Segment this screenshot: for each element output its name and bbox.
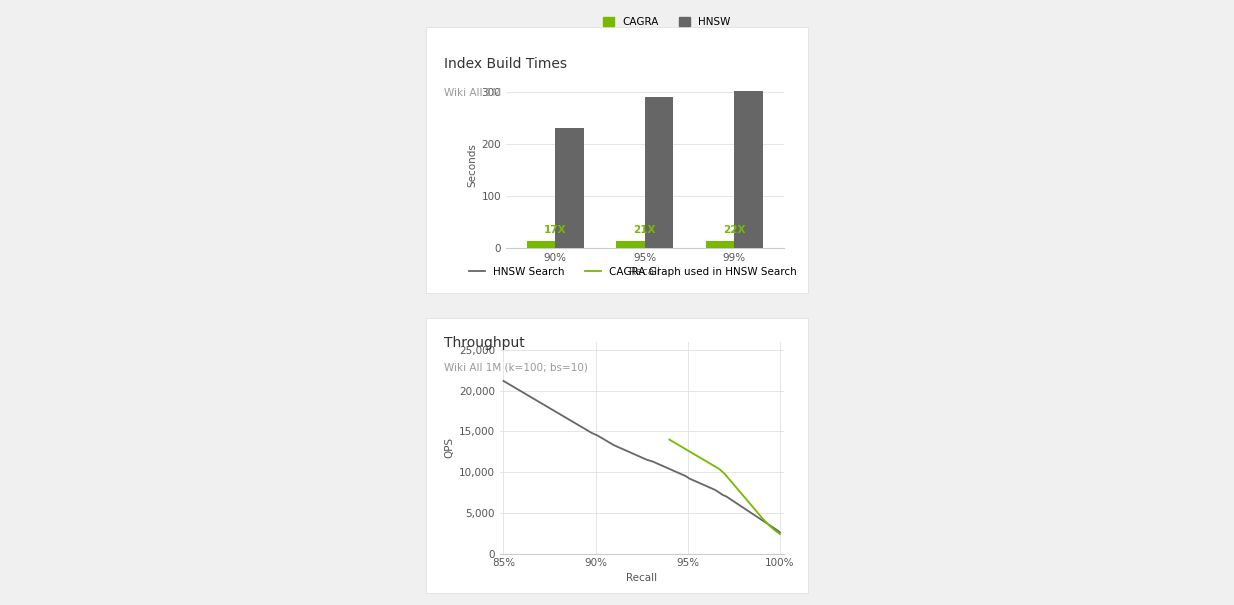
CAGRA Graph used in HNSW Search <box>661 436 676 443</box>
HNSW Search <box>607 442 622 449</box>
HNSW Search <box>579 426 594 433</box>
CAGRA Graph used in HNSW Search <box>768 526 782 534</box>
CAGRA Graph used in HNSW Search <box>684 449 698 456</box>
Text: 17X: 17X <box>544 225 566 235</box>
CAGRA Graph used in HNSW Search <box>695 456 710 463</box>
CAGRA Graph used in HNSW Search <box>750 509 765 517</box>
Text: 22X: 22X <box>723 225 745 235</box>
HNSW Search <box>601 439 616 446</box>
HNSW Search <box>772 529 787 536</box>
X-axis label: Recall: Recall <box>626 572 658 583</box>
HNSW Search <box>694 480 708 487</box>
Line: CAGRA Graph used in HNSW Search: CAGRA Graph used in HNSW Search <box>669 440 780 534</box>
Text: Wiki All 1M: Wiki All 1M <box>444 88 501 98</box>
HNSW Search <box>552 410 566 417</box>
Bar <box>645 97 674 248</box>
CAGRA Graph used in HNSW Search <box>712 465 727 473</box>
CAGRA Graph used in HNSW Search <box>772 531 787 538</box>
Bar <box>706 241 734 248</box>
CAGRA Graph used in HNSW Search <box>739 496 754 503</box>
CAGRA Graph used in HNSW Search <box>679 446 694 453</box>
Legend: CAGRA, HNSW: CAGRA, HNSW <box>603 17 731 27</box>
Bar <box>527 241 555 248</box>
Y-axis label: QPS: QPS <box>444 437 454 458</box>
Text: Wiki All 1M (k=100; bs=10): Wiki All 1M (k=100; bs=10) <box>444 363 589 373</box>
Text: Index Build Times: Index Build Times <box>444 57 568 71</box>
Legend: HNSW Search, CAGRA Graph used in HNSW Search: HNSW Search, CAGRA Graph used in HNSW Se… <box>469 267 797 276</box>
Bar <box>555 128 584 248</box>
CAGRA Graph used in HNSW Search <box>761 522 776 529</box>
CAGRA Graph used in HNSW Search <box>706 462 721 469</box>
CAGRA Graph used in HNSW Search <box>734 489 749 497</box>
CAGRA Graph used in HNSW Search <box>673 442 687 450</box>
X-axis label: Recall: Recall <box>629 267 660 277</box>
CAGRA Graph used in HNSW Search <box>756 515 771 523</box>
Line: HNSW Search: HNSW Search <box>503 381 780 532</box>
CAGRA Graph used in HNSW Search <box>717 470 732 477</box>
CAGRA Graph used in HNSW Search <box>745 503 760 510</box>
CAGRA Graph used in HNSW Search <box>701 459 716 466</box>
Bar <box>734 91 763 248</box>
CAGRA Graph used in HNSW Search <box>728 483 743 491</box>
HNSW Search <box>496 378 511 385</box>
CAGRA Graph used in HNSW Search <box>668 439 682 446</box>
Bar <box>616 241 644 248</box>
HNSW Search <box>590 432 605 439</box>
Text: Throughput: Throughput <box>444 336 524 350</box>
Y-axis label: Seconds: Seconds <box>468 143 478 187</box>
CAGRA Graph used in HNSW Search <box>723 477 738 484</box>
Text: 21X: 21X <box>633 224 656 235</box>
CAGRA Graph used in HNSW Search <box>690 452 705 459</box>
